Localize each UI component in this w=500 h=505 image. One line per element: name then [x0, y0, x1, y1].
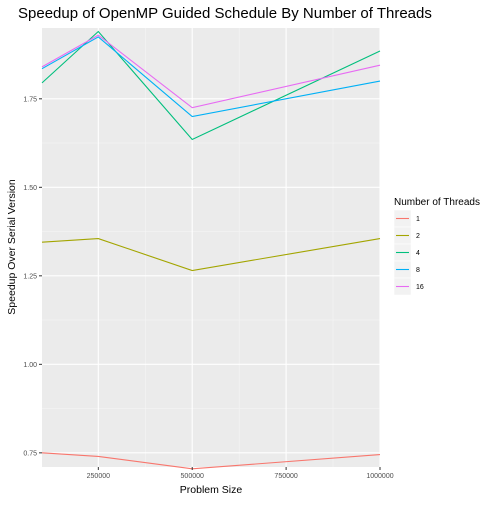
series-line-16 [41, 34, 381, 109]
legend-label: 4 [416, 250, 420, 257]
x-tick-label: 500000 [181, 473, 204, 480]
series-line-4 [41, 30, 381, 141]
legend-label: 8 [416, 267, 420, 274]
x-tick-label: 750000 [274, 473, 297, 480]
x-tick-label: 250000 [87, 473, 110, 480]
legend-label: 2 [416, 233, 420, 240]
y-axis-label: Speedup Over Serial Version [6, 179, 18, 315]
series-lines [41, 30, 381, 470]
series-line-8 [41, 36, 381, 118]
series-line-1 [41, 452, 381, 470]
y-tick-label: 1.00 [23, 362, 37, 369]
legend-label: 1 [416, 216, 420, 223]
x-axis: 250000 500000 750000 1000000 [87, 467, 394, 480]
series-line-2 [41, 238, 381, 272]
legend-title: Number of Threads [394, 197, 480, 208]
legend-label: 16 [416, 284, 424, 291]
y-tick-label: 1.25 [23, 273, 37, 280]
x-tick-label: 1000000 [366, 473, 393, 480]
y-axis: 0.75 1.00 1.25 1.50 1.75 [23, 96, 42, 457]
legend-items: 1 2 4 8 16 [393, 209, 424, 296]
grid-major [42, 28, 381, 467]
x-axis-label: Problem Size [180, 484, 243, 496]
y-tick-label: 1.75 [23, 96, 37, 103]
legend: Number of Threads 1 2 4 8 16 [393, 197, 480, 296]
chart-title: Speedup of OpenMP Guided Schedule By Num… [18, 5, 432, 22]
y-tick-label: 0.75 [23, 450, 37, 457]
y-tick-label: 1.50 [23, 185, 37, 192]
